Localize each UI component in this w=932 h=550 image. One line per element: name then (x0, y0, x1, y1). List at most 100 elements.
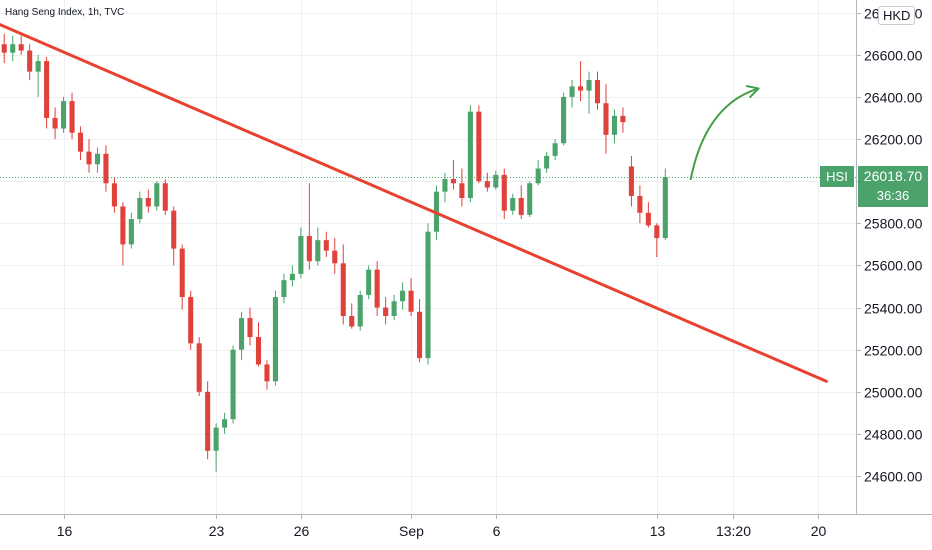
candle-body (357, 294, 363, 327)
candle-body (61, 101, 67, 129)
candle-body (77, 132, 84, 152)
candle-body (145, 198, 151, 207)
price-tick-label: 25000.00 (864, 385, 923, 401)
candle-body (111, 183, 117, 207)
candle-body (323, 240, 329, 251)
candle-body (484, 181, 490, 188)
candle-body (662, 176, 668, 239)
candle-body (569, 86, 575, 97)
candle-body (272, 297, 278, 382)
candle-body (374, 269, 380, 308)
candle-body (645, 212, 651, 226)
candle-body (416, 311, 423, 359)
candle-body (315, 240, 321, 262)
candle-body (391, 301, 397, 316)
time-tick-label: Sep (399, 523, 424, 539)
candle-body (408, 290, 414, 312)
candle-body (527, 183, 533, 215)
chart-title: Hang Seng Index, 1h, TVC (5, 7, 125, 18)
candle-body (35, 61, 41, 72)
price-tick-label: 26200.00 (864, 132, 923, 148)
candle-body (289, 273, 295, 281)
candle-body (442, 179, 448, 192)
candle-body (611, 115, 617, 135)
candle-body (69, 101, 75, 133)
candle-body (535, 168, 541, 184)
candle-body (120, 206, 126, 245)
price-tick-label: 26400.00 (864, 90, 923, 106)
candle-body (493, 174, 499, 188)
candle-body (340, 263, 346, 316)
candle-body (27, 50, 33, 72)
time-tick-label: 13:20 (716, 523, 751, 539)
candle-body (400, 290, 406, 302)
candle-body (128, 219, 134, 245)
candlestick-series (1, 33, 668, 472)
candle-body (103, 153, 109, 184)
candle-body (654, 225, 660, 239)
time-tick-label: 6 (493, 523, 501, 539)
candle-body (196, 343, 202, 392)
candle-body (476, 111, 482, 182)
bar-countdown: 36:36 (876, 188, 910, 203)
candle-body (628, 166, 634, 196)
candle-body (510, 198, 516, 211)
candle-body (332, 250, 338, 264)
time-tick-label: 20 (811, 523, 827, 539)
time-tick-label: 13 (650, 523, 666, 539)
candle-body (179, 248, 185, 298)
candle-body (594, 80, 601, 104)
candle-body (52, 117, 58, 129)
candle-body (94, 153, 101, 165)
last-price-value: 26018.70 (863, 168, 923, 184)
time-axis[interactable]: 16 23 26 Sep 6 13 13:20 20 (57, 514, 827, 539)
candle-body (230, 349, 236, 420)
candle-body (637, 195, 643, 213)
time-tick-label: 26 (294, 523, 310, 539)
candle-body (86, 151, 92, 165)
candle-body (171, 210, 177, 249)
price-tick-label: 25200.00 (864, 343, 923, 359)
candle-body (552, 143, 558, 156)
candle-body (255, 337, 262, 365)
time-tick-label: 23 (209, 523, 225, 539)
candle-body (10, 44, 16, 53)
candle-body (425, 231, 431, 359)
trendline[interactable] (0, 0, 828, 383)
price-tick-label: 26600.00 (864, 48, 923, 64)
candle-body (264, 364, 270, 382)
candle-body (162, 183, 168, 211)
currency-badge[interactable]: HKD (878, 6, 916, 25)
candle-body (544, 155, 550, 169)
candle-body (383, 307, 389, 316)
candle-body (306, 235, 312, 262)
candle-body (239, 318, 245, 350)
candle-body (1, 44, 7, 53)
price-tick-label: 24600.00 (864, 469, 923, 485)
candle-body (137, 198, 143, 220)
candle-body (578, 86, 584, 91)
candle-body (603, 103, 609, 135)
candle-body (620, 115, 626, 123)
candle-body (366, 269, 372, 295)
forecast-arrow[interactable] (689, 87, 760, 181)
candle-body (222, 419, 228, 428)
candle-body (205, 391, 211, 451)
candle-body (247, 318, 253, 338)
candle-body (518, 198, 524, 215)
candle-body (18, 44, 24, 51)
symbol-label: HSI (820, 166, 854, 187)
time-tick-label: 16 (57, 523, 73, 539)
candle-body (450, 179, 456, 184)
candle-body (281, 280, 287, 298)
candle-body (349, 315, 355, 327)
price-axis[interactable]: 24600.00 24800.00 25000.00 25200.00 25400.00… (856, 6, 923, 485)
candle-body (44, 61, 50, 118)
candle-body (586, 80, 592, 91)
price-tick-label: 25800.00 (864, 216, 923, 232)
price-tick-label: 25400.00 (864, 301, 923, 317)
last-price-label: 26018.70 36:36 (858, 166, 928, 207)
candle-body (459, 183, 465, 199)
price-tick-label: 24800.00 (864, 427, 923, 443)
